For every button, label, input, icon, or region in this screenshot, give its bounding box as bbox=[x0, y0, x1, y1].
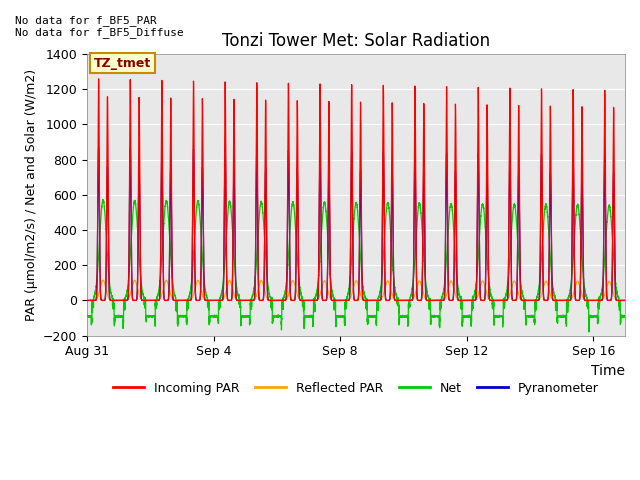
Text: TZ_tmet: TZ_tmet bbox=[94, 57, 152, 70]
X-axis label: Time: Time bbox=[591, 364, 625, 378]
Text: No data for f_BF5_PAR
No data for f_BF5_Diffuse: No data for f_BF5_PAR No data for f_BF5_… bbox=[15, 15, 184, 38]
Y-axis label: PAR (μmol/m2/s) / Net and Solar (W/m2): PAR (μmol/m2/s) / Net and Solar (W/m2) bbox=[24, 69, 38, 321]
Title: Tonzi Tower Met: Solar Radiation: Tonzi Tower Met: Solar Radiation bbox=[222, 32, 490, 49]
Legend: Incoming PAR, Reflected PAR, Net, Pyranometer: Incoming PAR, Reflected PAR, Net, Pyrano… bbox=[108, 377, 604, 400]
